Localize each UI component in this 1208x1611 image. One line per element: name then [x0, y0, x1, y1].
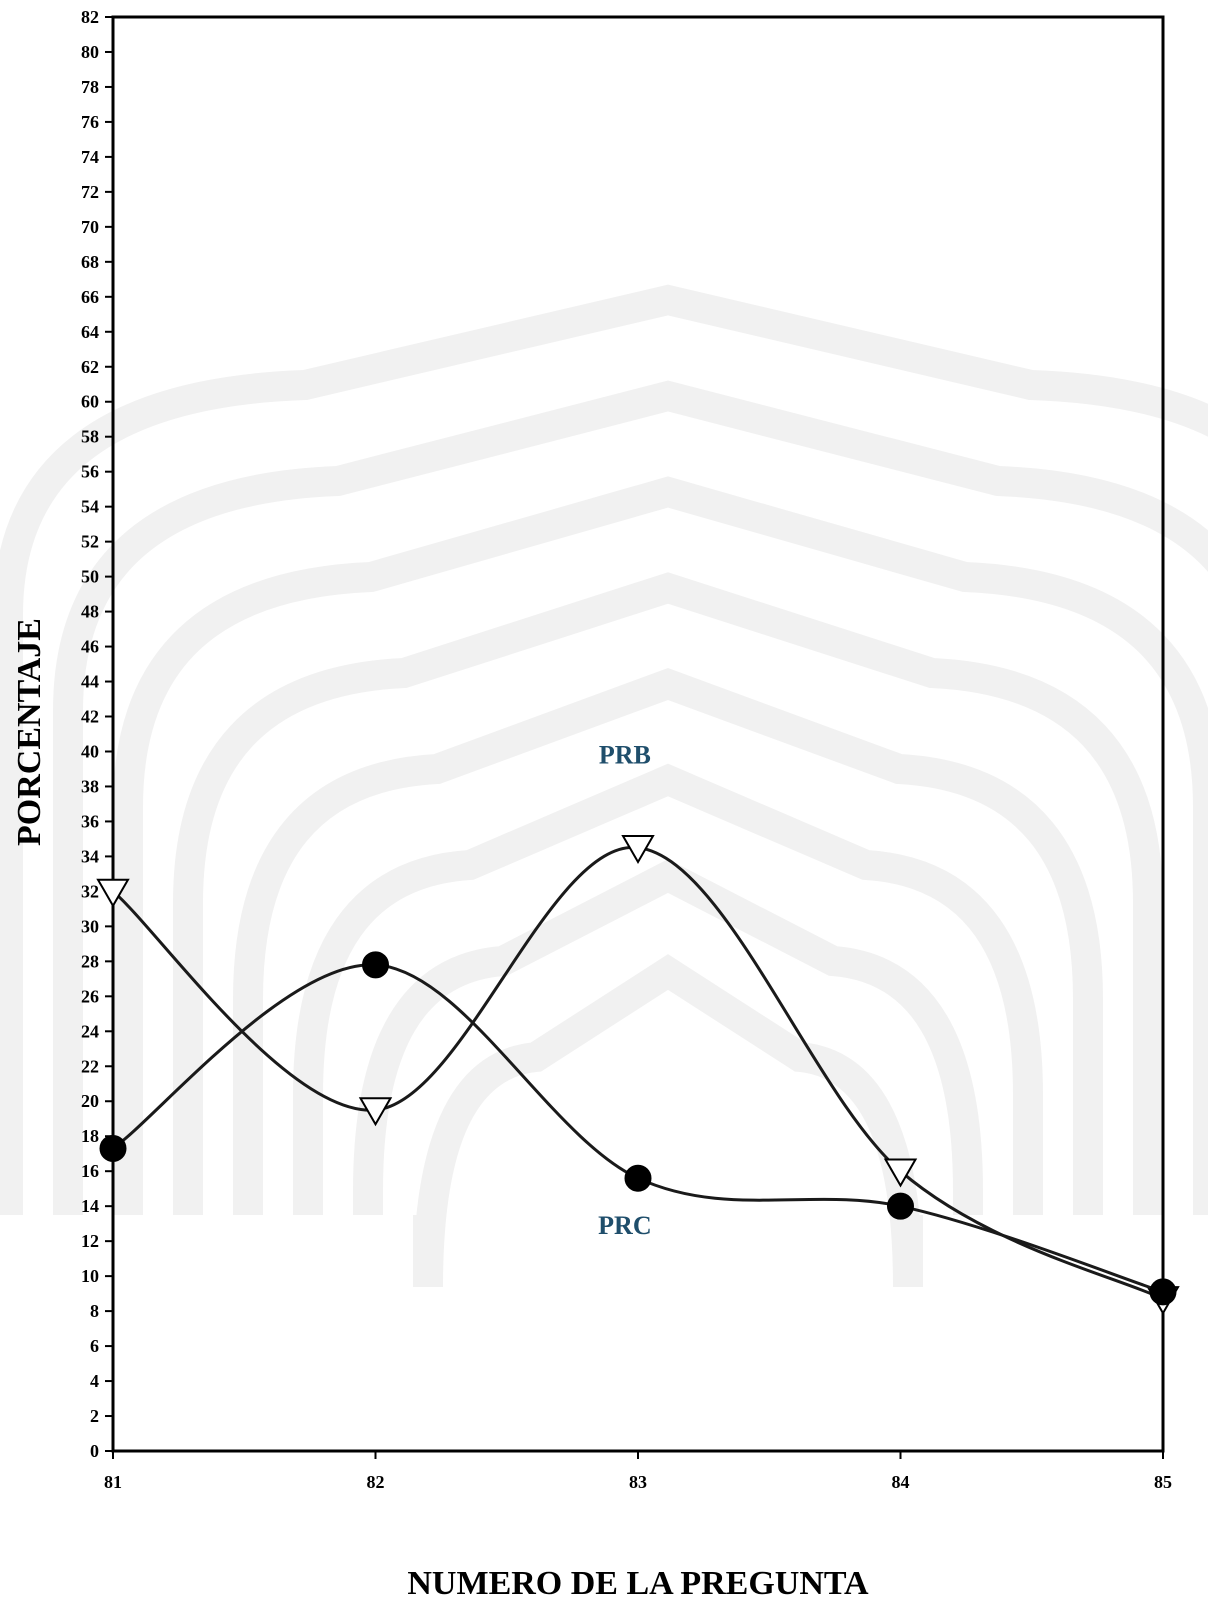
x-tick-label: 85 [1154, 1472, 1172, 1492]
y-tick-label: 64 [81, 322, 99, 342]
watermark-arch [0, 284, 1208, 1215]
annotations: PRB PRC [598, 741, 651, 1240]
watermark-arch [293, 763, 1043, 1215]
y-tick-label: 62 [81, 357, 99, 377]
watermark-arch [53, 380, 1208, 1215]
y-tick-label: 80 [81, 42, 99, 62]
y-tick-label: 22 [81, 1056, 99, 1076]
watermark-arch [353, 859, 983, 1215]
y-tick-label: 76 [81, 112, 99, 132]
y-axis-title: PORCENTAJE [11, 618, 48, 846]
y-tick-label: 42 [81, 707, 99, 727]
prc-data-point [362, 951, 389, 979]
y-tick-label: 10 [81, 1266, 99, 1286]
y-tick-label: 58 [81, 427, 99, 447]
y-tick-label: 66 [81, 287, 99, 307]
y-tick-label: 46 [81, 637, 99, 657]
y-tick-label: 32 [81, 881, 99, 901]
prb-data-point [96, 878, 130, 908]
y-tick-label: 14 [81, 1196, 99, 1216]
y-tick-label: 60 [81, 392, 99, 412]
y-tick-label: 28 [81, 951, 99, 971]
y-tick-label: 12 [81, 1231, 99, 1251]
y-tick-label: 52 [81, 532, 99, 552]
y-tick-label: 70 [81, 217, 99, 237]
y-tick-label: 8 [90, 1301, 99, 1321]
series-group [96, 834, 1180, 1316]
prc-data-point [624, 1164, 652, 1192]
prc-data-point [887, 1192, 914, 1220]
watermark-arch [173, 572, 1163, 1215]
x-tick-label: 82 [367, 1472, 385, 1492]
prb-data-point [358, 1097, 393, 1127]
prb-data-point [621, 834, 655, 864]
watermark-arch [233, 668, 1103, 1215]
y-tick-label: 36 [81, 811, 99, 831]
y-tick-label: 4 [90, 1371, 99, 1391]
y-tick-label: 50 [81, 567, 99, 587]
prc-data-point [1149, 1278, 1177, 1306]
y-tick-label: 40 [81, 741, 99, 761]
watermark-logo [0, 284, 1208, 1288]
y-tick-label: 78 [81, 77, 99, 97]
y-tick-label: 56 [81, 462, 99, 482]
y-tick-label: 24 [81, 1021, 99, 1041]
y-tick-label: 26 [81, 986, 99, 1006]
x-tick-label: 84 [892, 1472, 910, 1492]
y-tick-label: 48 [81, 602, 99, 622]
watermark-arch [113, 476, 1208, 1215]
x-axis: 81 82 83 84 85 [104, 1451, 1172, 1492]
y-tick-label: 54 [81, 497, 99, 517]
y-tick-label: 68 [81, 252, 99, 272]
y-tick-label: 44 [81, 672, 99, 692]
series-label-prb: PRB [599, 741, 651, 770]
y-tick-label: 38 [81, 776, 99, 796]
y-tick-label: 34 [81, 846, 99, 866]
watermark-arch [413, 954, 923, 1288]
y-tick-label: 72 [81, 182, 99, 202]
prc-data-point [99, 1134, 127, 1162]
prb-data-point [883, 1158, 918, 1188]
x-tick-label: 83 [629, 1472, 647, 1492]
y-tick-label: 0 [90, 1441, 99, 1461]
y-axis: 0246810121416182022242628303234363840424… [81, 7, 113, 1461]
y-tick-label: 74 [81, 147, 99, 167]
x-axis-title: NUMERO DE LA PREGUNTA [407, 1565, 869, 1602]
y-tick-label: 2 [90, 1406, 99, 1426]
y-tick-label: 82 [81, 7, 99, 27]
y-tick-label: 6 [90, 1336, 99, 1356]
y-tick-label: 30 [81, 916, 99, 936]
series-label-prc: PRC [598, 1211, 651, 1240]
y-tick-label: 16 [81, 1161, 99, 1181]
y-tick-label: 18 [81, 1126, 99, 1146]
x-tick-label: 81 [104, 1472, 122, 1492]
y-tick-label: 20 [81, 1091, 99, 1111]
prc-series-line [112, 963, 1164, 1294]
